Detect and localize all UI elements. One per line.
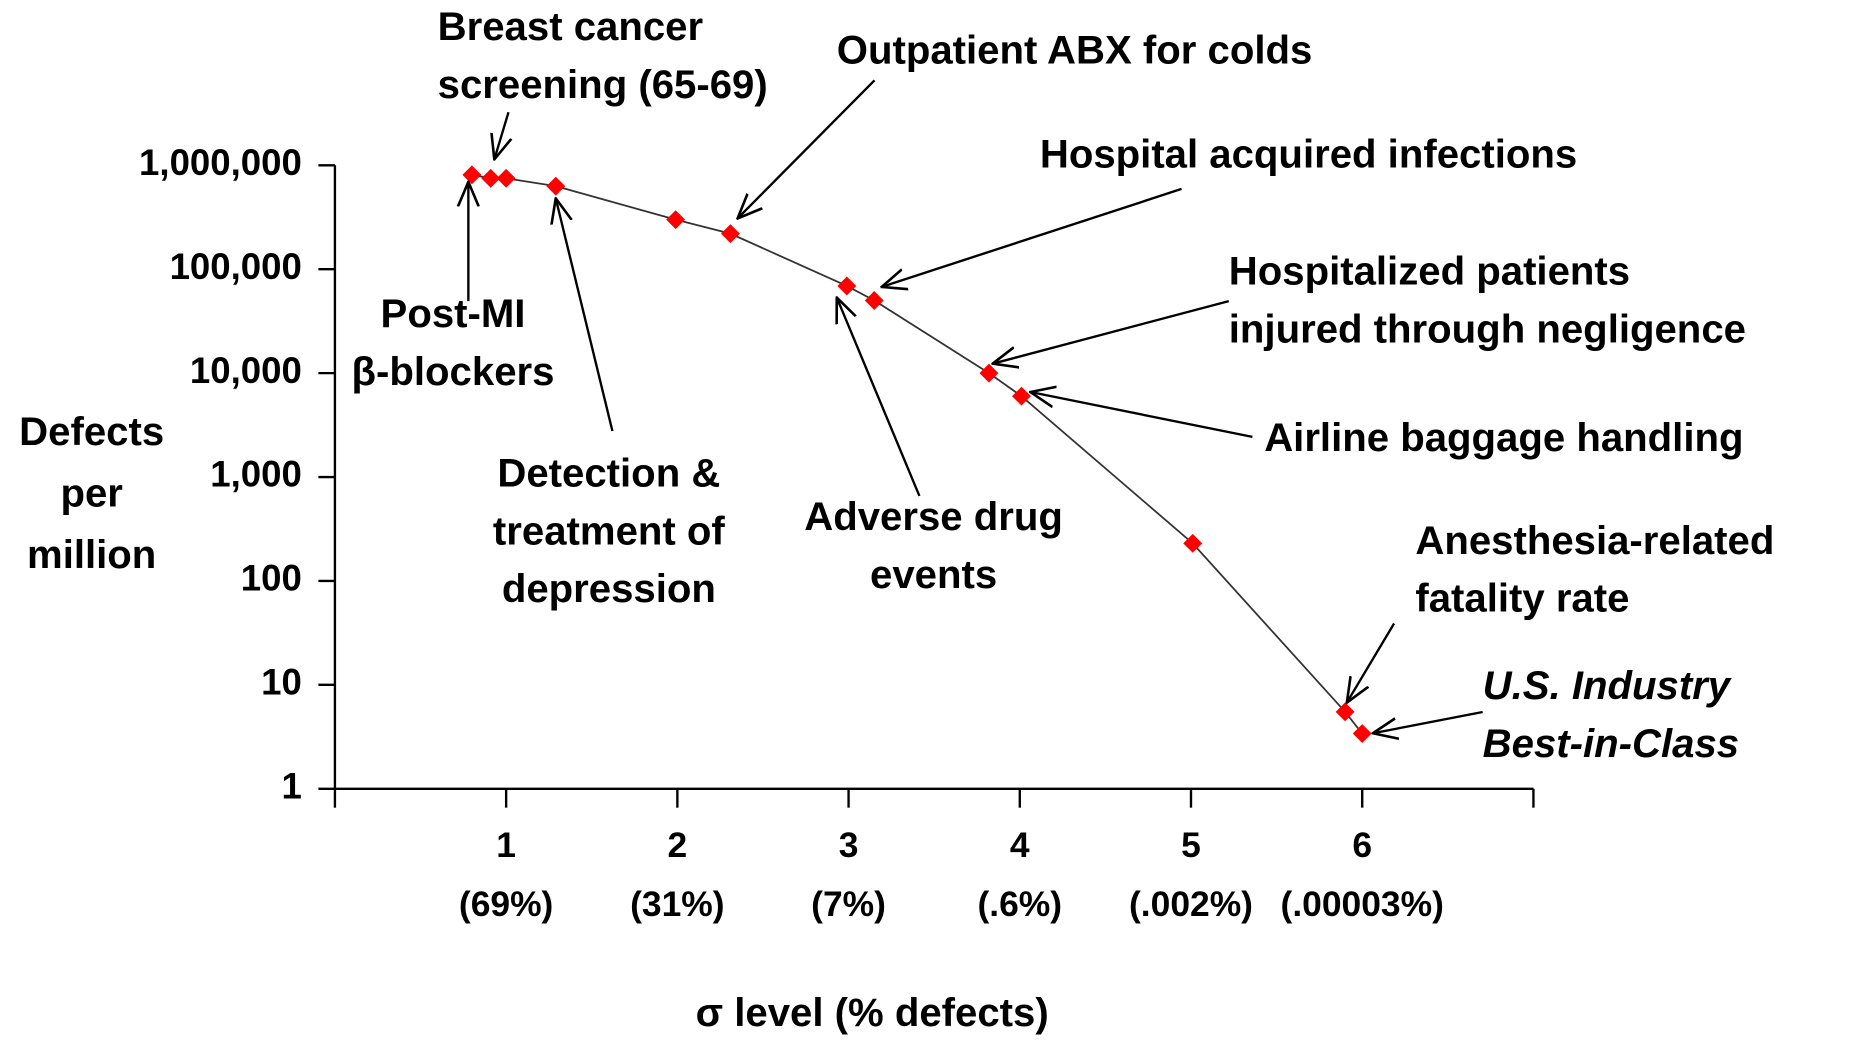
annotation-arrow <box>738 79 876 218</box>
y-axis-label: Defects <box>19 409 164 454</box>
x-tick-sublabel: (69%) <box>459 884 553 924</box>
y-tick-label: 1,000 <box>210 454 302 495</box>
annotation: depression <box>502 566 716 611</box>
y-axis-label: million <box>27 532 156 577</box>
annotation: Outpatient ABX for colds <box>837 28 1313 73</box>
data-point <box>1012 386 1031 406</box>
y-axis-label: per <box>60 471 122 516</box>
annotation-arrow <box>556 198 614 432</box>
annotation: Airline baggage handling <box>1264 415 1743 460</box>
data-point <box>462 165 482 185</box>
annotation: β-blockers <box>352 349 555 394</box>
data-point <box>1335 702 1355 722</box>
data-point <box>496 168 516 188</box>
x-tick-label: 3 <box>839 825 859 865</box>
x-tick-sublabel: (.6%) <box>977 884 1062 924</box>
data-point <box>1352 724 1372 743</box>
annotation: Detection & <box>497 450 720 495</box>
x-tick-sublabel: (.002%) <box>1129 884 1253 924</box>
x-tick-label: 6 <box>1352 825 1372 865</box>
annotation: screening (65-69) <box>438 62 768 107</box>
annotation: Breast cancer <box>438 4 703 49</box>
x-tick-sublabel: (31%) <box>630 884 724 924</box>
annotation: Hospital acquired infections <box>1040 132 1577 177</box>
y-tick-label: 10,000 <box>190 350 302 391</box>
x-tick-sublabel: (.00003%) <box>1281 884 1444 924</box>
y-tick-label: 1,000,000 <box>139 142 302 183</box>
y-tick-label: 1 <box>282 765 302 806</box>
x-tick-sublabel: (7%) <box>811 884 886 924</box>
data-point <box>666 210 686 230</box>
annotation-arrow <box>1373 710 1483 733</box>
annotation: events <box>870 552 997 597</box>
x-tick-label: 1 <box>496 825 516 865</box>
annotation-arrow <box>494 111 508 159</box>
annotation: fatality rate <box>1415 576 1629 621</box>
y-tick-label: 10 <box>261 662 302 703</box>
annotation-arrow <box>882 187 1182 287</box>
annotation-arrow <box>993 299 1230 364</box>
annotation-arrow <box>837 298 921 497</box>
data-point <box>837 276 857 296</box>
annotation: Hospitalized patients <box>1229 249 1630 294</box>
x-tick-label: 2 <box>668 825 688 865</box>
annotation: Adverse drug <box>804 494 1063 539</box>
annotation: Best-in-Class <box>1483 721 1739 766</box>
annotation-arrow <box>1347 622 1396 702</box>
data-point <box>979 363 999 383</box>
annotation-arrow <box>1030 392 1253 439</box>
data-point <box>864 291 884 310</box>
x-axis-label: σ level (% defects) <box>696 990 1049 1035</box>
annotation: injured through negligence <box>1229 306 1746 351</box>
data-point <box>720 224 740 244</box>
y-tick-label: 100,000 <box>170 246 302 287</box>
y-tick-label: 100 <box>241 558 302 599</box>
x-tick-label: 5 <box>1181 825 1201 865</box>
annotation: Post-MI <box>381 291 526 336</box>
annotation: Anesthesia-related <box>1415 518 1774 563</box>
annotation: U.S. Industry <box>1483 663 1732 708</box>
x-tick-label: 4 <box>1010 825 1030 865</box>
annotation: treatment of <box>493 508 725 553</box>
data-point <box>546 176 566 196</box>
